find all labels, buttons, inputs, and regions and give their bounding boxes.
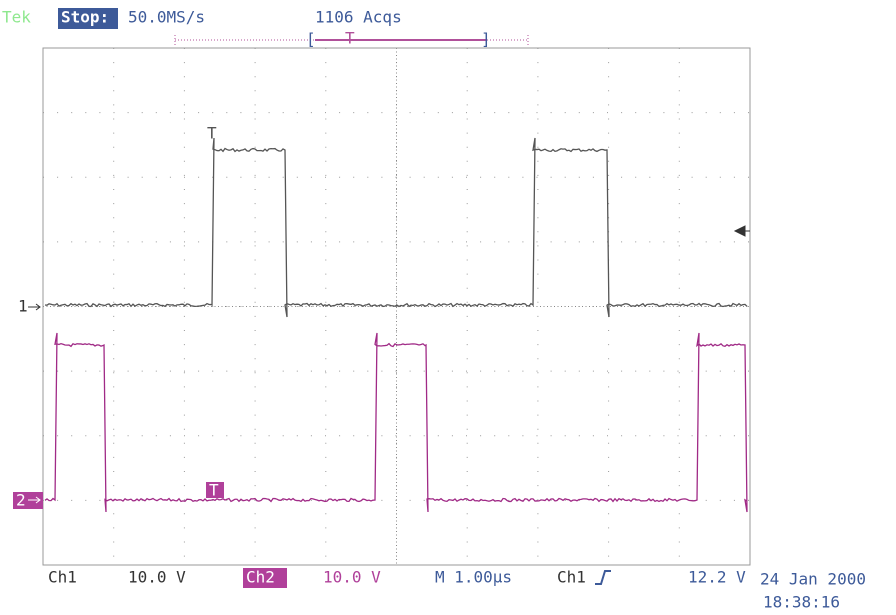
ch1-label: Ch1 [48,568,77,587]
graticule [43,48,750,565]
window-left: [ [306,30,316,49]
graticule-border [42,47,751,566]
ch1-trigger-marker: T [207,124,217,143]
trigger-slope [595,570,611,585]
state: Stop: [61,8,109,27]
ch2-ground-arrow [28,496,41,504]
ch1-trace [44,137,748,318]
sample-rate: 50.0MS/s [128,8,205,27]
timebase: M 1.00µs [435,568,512,587]
ch1-ground: 1 [18,297,28,316]
date: 24 Jan 2000 [760,570,866,589]
ch2-scale: 10.0 V [323,568,381,587]
acquisitions: 1106 Acqs [315,8,402,27]
ch2-label: Ch2 [246,568,275,587]
trigger-source: Ch1 [557,568,586,587]
state-box [58,8,118,29]
ch2-label-box [243,568,287,588]
window-right: ] [481,30,491,49]
ch1-ground-arrow [28,303,41,311]
ch2-trace [44,332,748,513]
brand: Tek [2,8,31,27]
time: 18:38:16 [763,593,840,612]
trigger-level-arrow [733,225,750,237]
ch2-ground: 2 [16,491,26,510]
window-trigger: T [345,29,355,48]
trigger-level: 12.2 V [688,568,746,587]
ch2-trigger-marker: T [209,481,219,500]
ch1-scale: 10.0 V [128,568,186,587]
ch2-trigger-box [206,482,224,498]
